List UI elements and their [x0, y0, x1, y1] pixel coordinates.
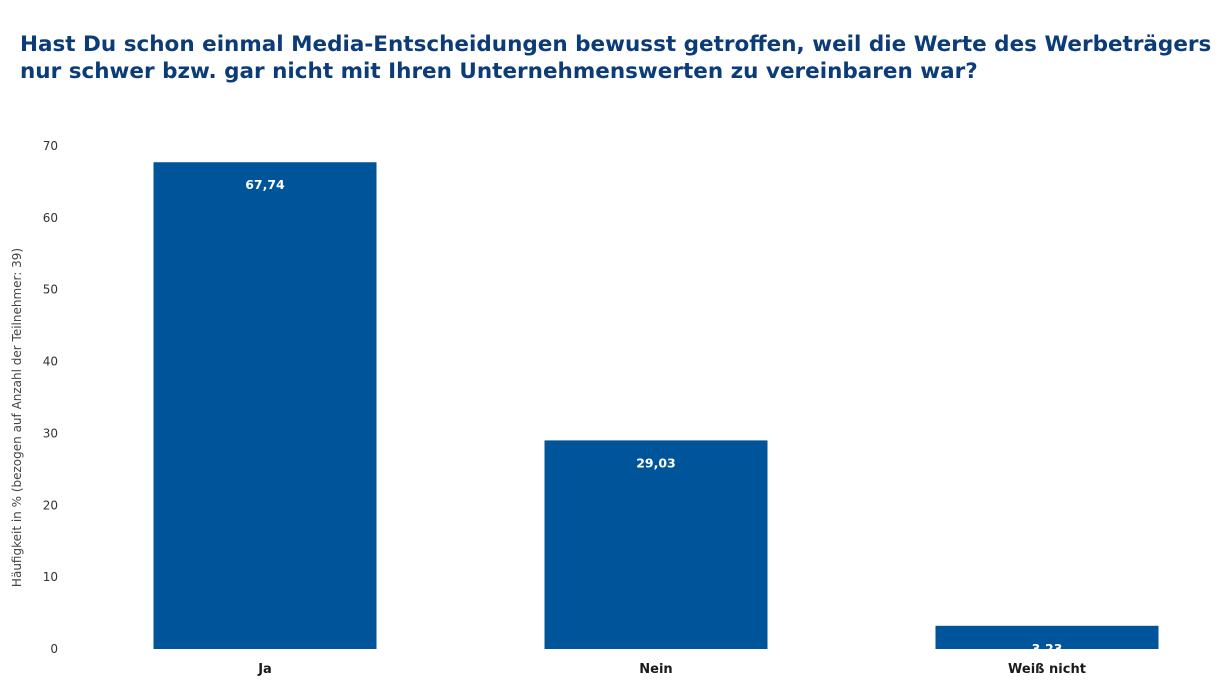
y-tick-label: 40 — [43, 355, 58, 369]
category-label: Ja — [257, 662, 272, 677]
bar-ja — [153, 162, 377, 649]
data-label: 29,03 — [636, 455, 676, 470]
y-tick-label: 70 — [43, 139, 58, 153]
bar-nein — [544, 440, 768, 649]
y-tick-label: 10 — [43, 570, 58, 584]
category-label: Nein — [639, 662, 672, 677]
y-axis-label: Häufigkeit in % (bezogen auf Anzahl der … — [10, 248, 24, 587]
data-label: 67,74 — [245, 177, 285, 192]
data-label: 3,23 — [1032, 641, 1063, 656]
chart-title: Hast Du schon einmal Media-Entscheidunge… — [20, 32, 1212, 84]
y-tick-label: 30 — [43, 426, 58, 440]
y-tick-label: 0 — [50, 642, 58, 656]
y-tick-label: 60 — [43, 211, 58, 225]
y-tick-label: 50 — [43, 283, 58, 297]
bar-weiss-nicht — [935, 625, 1159, 649]
category-label: Weiß nicht — [1008, 662, 1086, 677]
y-tick-label: 20 — [43, 498, 58, 512]
